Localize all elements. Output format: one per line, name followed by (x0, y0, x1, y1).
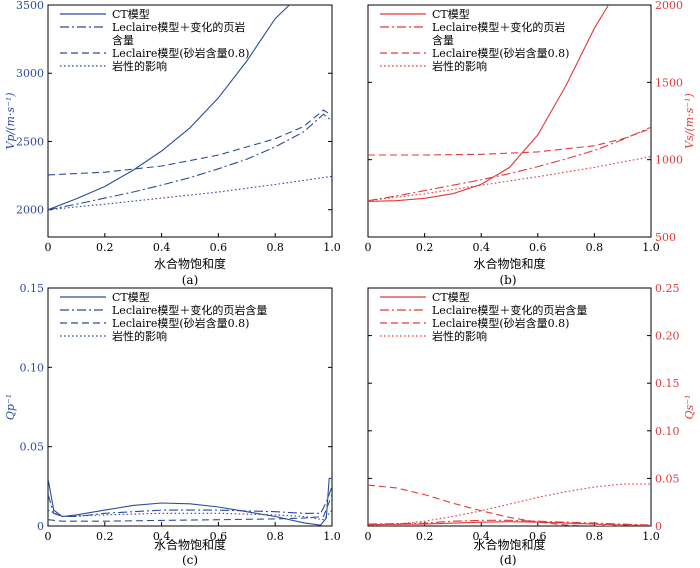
series-line-4 (368, 483, 651, 526)
x-tick-label: 0.6 (529, 530, 547, 543)
y-axis-label: Qs⁻¹ (683, 395, 696, 420)
x-tick-label: 0 (365, 241, 372, 254)
series-line-2 (368, 126, 651, 202)
x-axis-label: 水合物饱和度 (473, 537, 545, 552)
legend-label-4: 岩性的影响 (112, 59, 167, 73)
y-tick-label: 500 (655, 231, 676, 244)
x-tick-label: 0.6 (529, 241, 547, 254)
y-tick-label: 1500 (655, 76, 683, 89)
legend-label-1: CT模型 (432, 7, 470, 21)
legend-label-2: Leclaire模型＋变化的页岩含量 (112, 303, 267, 317)
x-axis-label: 水合物饱和度 (154, 256, 226, 271)
legend-label-1: CT模型 (432, 290, 470, 304)
x-tick-label: 0.6 (210, 241, 228, 254)
panel-label-c: (c) (182, 553, 198, 567)
legend-label-2: 含量 (432, 33, 454, 47)
legend-label-3: Leclaire模型(砂岩含量0.8) (112, 316, 249, 330)
x-tick-label: 0.2 (96, 241, 114, 254)
legend-label-4: 岩性的影响 (432, 329, 487, 343)
x-tick-label: 0 (45, 241, 52, 254)
plot-frame-c (47, 287, 333, 527)
y-tick-label: 2000 (655, 0, 683, 12)
y-tick-label: 0.10 (20, 361, 45, 374)
x-tick-label: 0.4 (472, 530, 490, 543)
x-tick-label: 0.2 (96, 530, 114, 543)
x-tick-label: 0.8 (266, 241, 284, 254)
plot-frame-b (367, 4, 652, 238)
series-line-3 (48, 109, 332, 176)
x-tick-label: 1.0 (642, 530, 660, 543)
y-axis-label: Vp/(m·s⁻¹) (4, 92, 17, 149)
series-line-1 (48, 477, 332, 526)
x-tick-label: 1.0 (323, 530, 341, 543)
y-tick-label: 0 (37, 520, 44, 533)
x-axis-label: 水合物饱和度 (473, 256, 545, 271)
y-tick-label: 2500 (16, 135, 44, 148)
panel-label-a: (a) (182, 273, 199, 287)
panel-label-d: (d) (499, 553, 516, 567)
y-tick-label: 1000 (655, 154, 683, 167)
series-line-1 (368, 5, 609, 202)
plot-frame-d (367, 287, 652, 527)
x-tick-label: 0.6 (210, 530, 228, 543)
series-line-1 (48, 5, 290, 211)
x-tick-label: 0.4 (153, 530, 171, 543)
series-line-3 (48, 494, 332, 522)
legend-label-2: Leclaire模型＋变化的页岩 (432, 20, 565, 34)
legend-label-4: 岩性的影响 (432, 59, 487, 73)
y-tick-label: 0.15 (20, 282, 45, 295)
x-tick-label: 0.2 (416, 530, 434, 543)
legend-label-4: 岩性的影响 (112, 329, 167, 343)
series-line-2 (48, 486, 332, 518)
y-tick-label: 0.25 (655, 282, 680, 295)
y-tick-label: 3000 (16, 67, 44, 80)
x-tick-label: 0.2 (416, 241, 434, 254)
x-tick-label: 0 (365, 530, 372, 543)
series-line-1 (368, 521, 651, 526)
y-tick-label: 0.20 (655, 330, 680, 343)
y-tick-label: 3500 (16, 0, 44, 12)
x-tick-label: 0.4 (153, 241, 171, 254)
legend-label-2: Leclaire模型＋变化的页岩含量 (432, 303, 587, 317)
panel-a: 0 0.2 0.4 0.6 0.8 1.0 2000 2500 3000 3500 水合物饱和度 Vp… (4, 0, 341, 287)
x-tick-label: 0.8 (586, 530, 604, 543)
series-line-2 (368, 519, 651, 526)
x-tick-label: 0 (45, 530, 52, 543)
legend-label-1: CT模型 (112, 7, 150, 21)
y-tick-label: 2000 (16, 204, 44, 217)
x-tick-label: 1.0 (642, 241, 660, 254)
panel-label-b: (b) (499, 273, 516, 287)
panel-c: 0 0.2 0.4 0.6 0.8 1.0 0 0.05 0.10 0.15 水合物饱和度 Qp⁻¹ C… (4, 282, 341, 567)
y-tick-label: 0.05 (655, 472, 680, 485)
legend-label-2: Leclaire模型＋变化的页岩 (112, 20, 245, 34)
y-tick-label: 0.05 (20, 441, 45, 454)
legend-label-2: 含量 (112, 33, 134, 47)
y-axis-label: Qp⁻¹ (4, 394, 17, 420)
series-line-4 (48, 509, 332, 521)
series-line-4 (368, 156, 651, 202)
plot-frame-a (47, 4, 333, 238)
x-tick-label: 0.8 (266, 530, 284, 543)
y-axis-label: Vs/(m·s⁻¹) (683, 93, 696, 149)
x-tick-label: 1.0 (323, 241, 341, 254)
x-tick-label: 0.4 (472, 241, 490, 254)
legend-label-3: Leclaire模型(砂岩含量0.8) (432, 316, 569, 330)
series-line-2 (48, 113, 332, 211)
legend-label-1: CT模型 (112, 290, 150, 304)
panel-d: 0 0.2 0.4 0.6 0.8 1.000.050.100.150.200.25水合物… (365, 282, 697, 567)
legend-label-3: Leclaire模型(砂岩含量0.8) (432, 46, 569, 60)
y-tick-label: 0.10 (655, 425, 680, 438)
y-tick-label: 0 (655, 520, 662, 533)
series-line-3 (368, 128, 651, 156)
legend-label-3: Leclaire模型(砂岩含量0.8) (112, 46, 249, 60)
x-tick-label: 0.8 (586, 241, 604, 254)
y-tick-label: 0.15 (655, 377, 680, 390)
x-axis-label: 水合物饱和度 (154, 537, 226, 552)
